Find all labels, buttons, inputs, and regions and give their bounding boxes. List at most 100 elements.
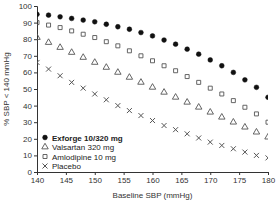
legend-label: Placebo [52,162,81,171]
point [208,58,213,63]
point [37,60,40,65]
point [184,99,190,105]
point [195,104,201,110]
marker-stroke [104,97,109,102]
marker-shape [174,69,178,73]
tick: 40 [23,102,37,111]
legend: Exforge 10/320 mgValsartan 320 mgAmlodip… [42,134,123,172]
point [127,27,132,32]
point [230,118,236,124]
point [70,29,74,33]
marker-shape [58,26,62,30]
tick-mark [34,56,37,57]
point [139,30,144,35]
marker-shape [196,52,201,57]
marker-stroke [266,155,269,160]
tick-mark [95,172,96,175]
marker-shape [138,79,144,85]
point [68,49,74,55]
point [242,123,248,129]
legend-label: Valsartan 320 mg [52,143,114,152]
legend-marker [42,143,48,149]
marker-stroke [185,131,190,136]
marker-stroke [231,146,236,151]
tick: 90 [23,19,37,28]
marker-shape [37,12,39,17]
point [172,94,178,100]
point [196,52,201,57]
point [104,22,109,27]
marker-shape [69,16,74,21]
marker-stroke [150,118,155,123]
point [149,84,155,90]
point [231,99,235,103]
marker-stroke [37,60,40,65]
marker-stroke [43,164,48,169]
marker-shape [42,143,48,149]
point [219,143,224,148]
marker-stroke [162,123,167,128]
point [37,34,40,40]
point [58,73,63,78]
series [37,60,268,160]
point [197,80,201,84]
point [173,42,178,47]
marker-stroke [92,91,97,96]
point [45,39,51,45]
point [207,109,213,115]
marker-shape [219,113,225,119]
point [150,33,155,38]
marker-shape [103,64,109,70]
marker-shape [92,19,97,24]
tick: 20 [23,135,37,144]
point [196,135,201,140]
point [81,32,85,36]
tick-label: 40 [23,102,32,111]
point [185,131,190,136]
point [231,70,236,75]
marker-shape [161,89,167,95]
tick-mark [34,39,37,40]
marker-shape [57,44,63,50]
point [266,95,268,100]
marker-stroke [254,153,259,158]
point [254,85,259,90]
point [81,86,86,91]
marker-stroke [196,135,201,140]
point [47,23,51,27]
marker-stroke [173,127,178,132]
tick-mark [34,172,37,173]
marker-stroke [254,153,259,158]
marker-shape [126,74,132,80]
point [208,140,213,145]
tick: 175 [233,172,247,185]
marker-shape [172,94,178,100]
point [127,108,132,113]
axis-line [34,7,38,173]
point [265,133,268,139]
point [185,75,189,79]
point [81,18,86,23]
marker-stroke [231,146,236,151]
tick-label: 155 [117,176,131,185]
marker-stroke [138,113,143,118]
tick: 0 [28,168,37,177]
x-axis-title: Baseline SBP (mmHg) [113,191,193,200]
point [242,150,247,155]
legend-label: Exforge 10/320 mg [52,134,123,143]
tick: 30 [23,118,37,127]
tick-label: 150 [89,176,103,185]
point [173,127,178,132]
tick-label: 20 [23,135,32,144]
chart: 1401451501551601651701751800102030405060… [0,0,277,203]
point [151,59,155,63]
tick-label: 80 [23,35,32,44]
tick-mark [34,155,37,156]
marker-shape [127,27,132,32]
point [162,64,166,68]
marker-stroke [219,143,224,148]
marker-shape [185,47,190,52]
point [92,19,97,24]
marker-stroke [185,131,190,136]
point [161,89,167,95]
